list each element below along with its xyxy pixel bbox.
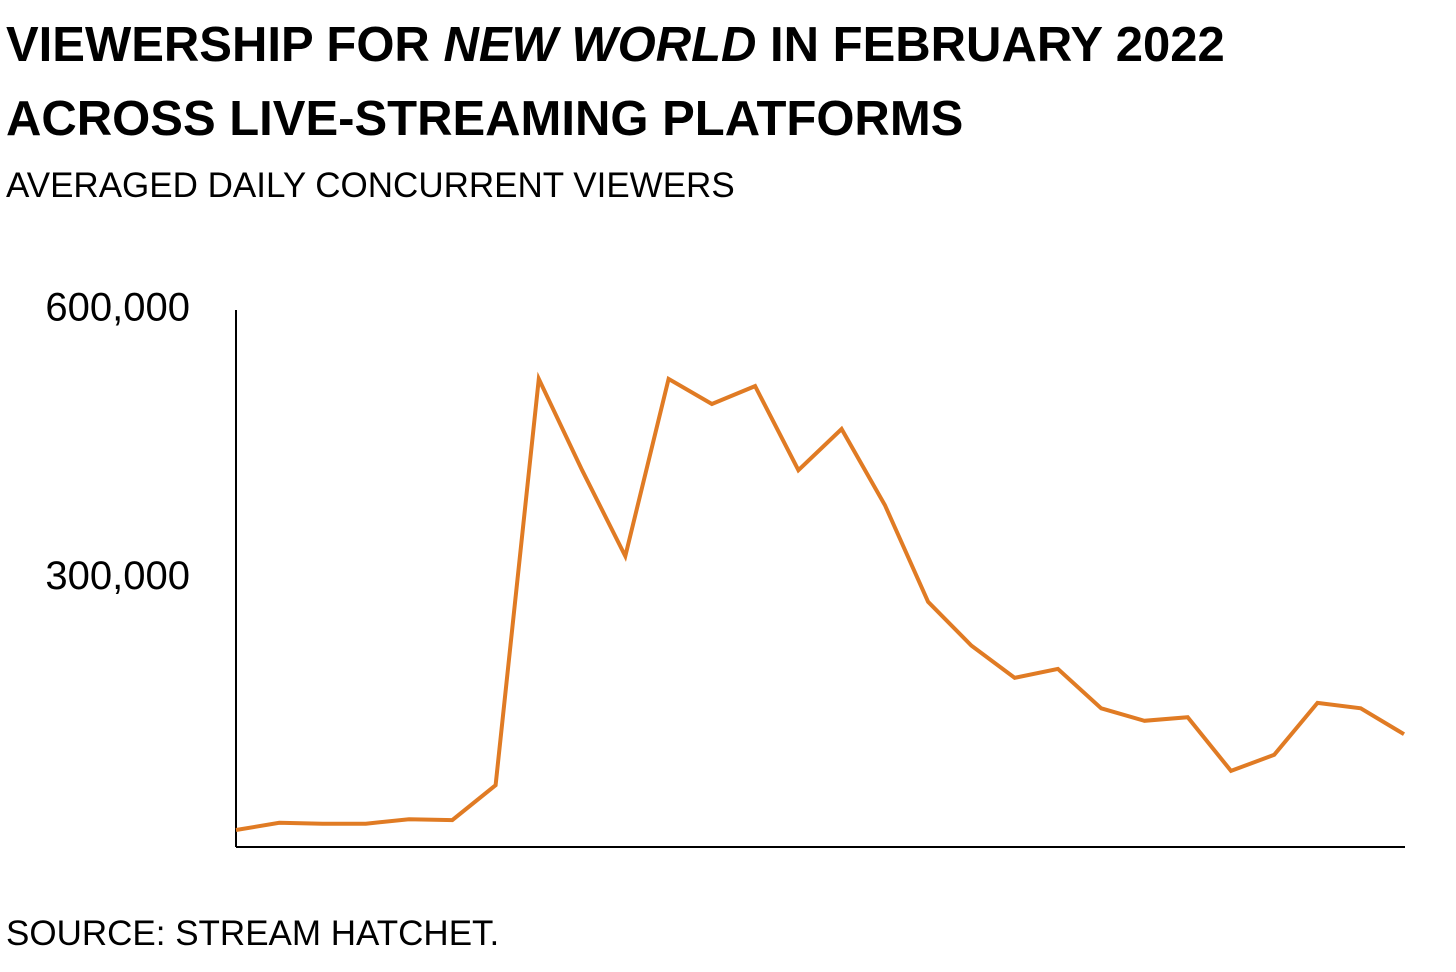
title-text: IN FEBRUARY 2022	[756, 18, 1225, 72]
title-text: ACROSS LIVE-STREAMING PLATFORMS	[6, 92, 964, 146]
title-text: VIEWERSHIP FOR	[6, 18, 444, 72]
y-tick-label: 600,000	[45, 286, 190, 330]
chart-title: VIEWERSHIP FOR NEW WORLD IN FEBRUARY 202…	[6, 8, 1225, 156]
title-line: ACROSS LIVE-STREAMING PLATFORMS	[6, 82, 1225, 156]
source-note: SOURCE: STREAM HATCHET.	[6, 914, 500, 953]
chart-subtitle: AVERAGED DAILY CONCURRENT VIEWERS	[6, 166, 735, 205]
y-tick-label: 300,000	[45, 554, 190, 598]
title-line: VIEWERSHIP FOR NEW WORLD IN FEBRUARY 202…	[6, 8, 1225, 82]
title-italic: NEW WORLD	[443, 18, 757, 72]
data-line	[235, 371, 1406, 832]
chart: 300,000 600,000	[45, 286, 1406, 848]
